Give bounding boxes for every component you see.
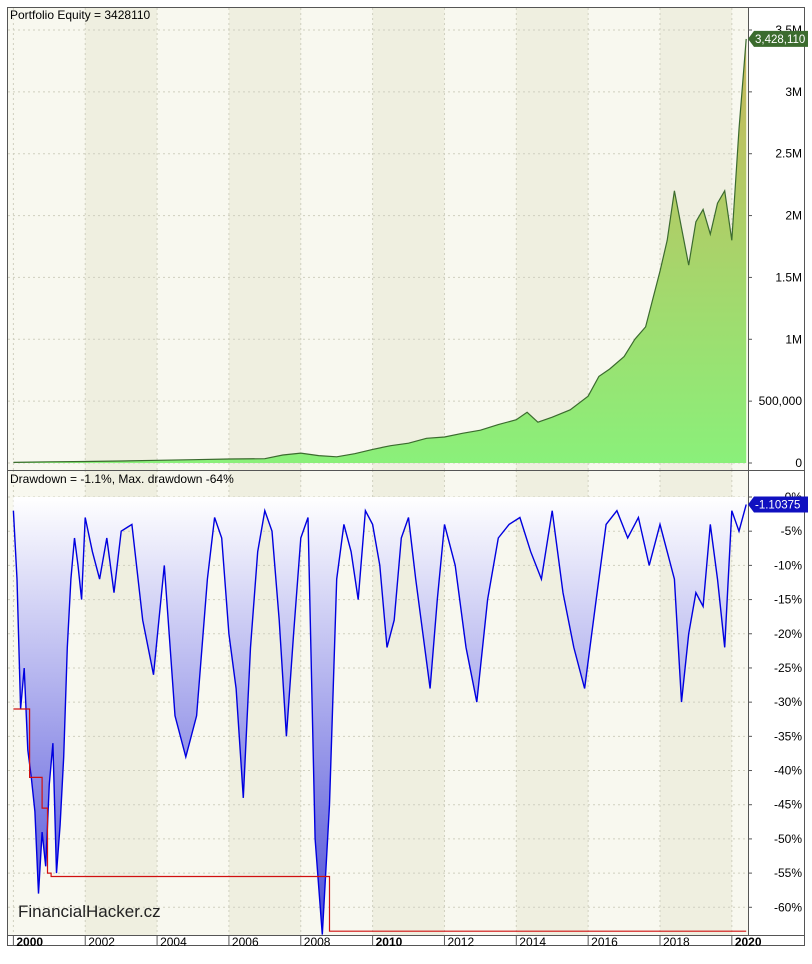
panel-frames [7,7,805,946]
equity-y-tick-label: 1.5M [775,270,802,284]
equity-panel-title: Portfolio Equity = 3428110 [10,8,151,22]
drawdown-series [12,497,747,935]
drawdown-y-axis: 0%-5%-10%-15%-20%-25%-30%-35%-40%-45%-50… [748,490,802,914]
x-tick-label: 2004 [160,935,187,949]
drawdown-y-tick-label: -5% [781,524,803,538]
x-tick-label: 2006 [232,935,259,949]
drawdown-y-tick-label: -50% [774,832,802,846]
drawdown-y-tick-label: -10% [774,558,802,572]
watermark: FinancialHacker.cz [18,902,161,921]
drawdown-y-tick-label: -20% [774,627,802,641]
drawdown-y-tick-label: -30% [774,695,802,709]
equity-y-tick-label: 3M [785,85,802,99]
equity-y-tick-label: 500,000 [759,394,803,408]
x-tick-label: 2018 [663,935,690,949]
equity-last-value-badge [748,30,808,47]
last-value-badges: 3,428,110 -1.10375 [748,30,808,513]
drawdown-panel-title: Drawdown = -1.1%, Max. drawdown -64% [10,472,234,486]
equity-y-tick-label: 1M [785,332,802,346]
x-tick-label: 2008 [304,935,331,949]
x-tick-label: 2000 [16,935,43,949]
drawdown-y-tick-label: -25% [774,661,802,675]
x-tick-label: 2012 [447,935,474,949]
drawdown-last-value-badge [748,496,808,513]
outer-frame [7,7,805,946]
x-axis: 2000 2002 2004 2006 2008 2010 2012 2014 2016 2018… [12,935,762,949]
background-band [516,8,589,470]
x-tick-label: 2020 [735,935,762,949]
drawdown-area [13,497,747,935]
drawdown-y-tick-label: -60% [774,900,802,914]
background-band [228,8,301,470]
drawdown-line [12,504,747,935]
equity-line [13,38,747,463]
equity-y-tick-label: 2.5M [775,147,802,161]
drawdown-y-tick-label: -55% [774,866,802,880]
drawdown-y-tick-label: -40% [774,764,802,778]
x-tick-label: 2014 [519,935,546,949]
equity-last-value-label: 3,428,110 [755,34,805,46]
x-tick-label: 2016 [591,935,618,949]
equity-area [13,38,747,464]
max-drawdown-line [13,708,747,932]
drawdown-y-tick-label: -35% [774,729,802,743]
x-tick-label: 2010 [376,935,403,949]
x-tick-label: 2002 [88,935,115,949]
background-band [372,8,445,470]
equity-y-tick-label: 0 [795,456,802,470]
drawdown-y-tick-label: -15% [774,593,802,607]
drawdown-last-value-label: -1.10375 [755,500,800,512]
background-band [85,8,158,470]
equity-y-tick-label: 2M [785,209,802,223]
equity-series [13,38,747,464]
drawdown-y-tick-label: -45% [774,798,802,812]
